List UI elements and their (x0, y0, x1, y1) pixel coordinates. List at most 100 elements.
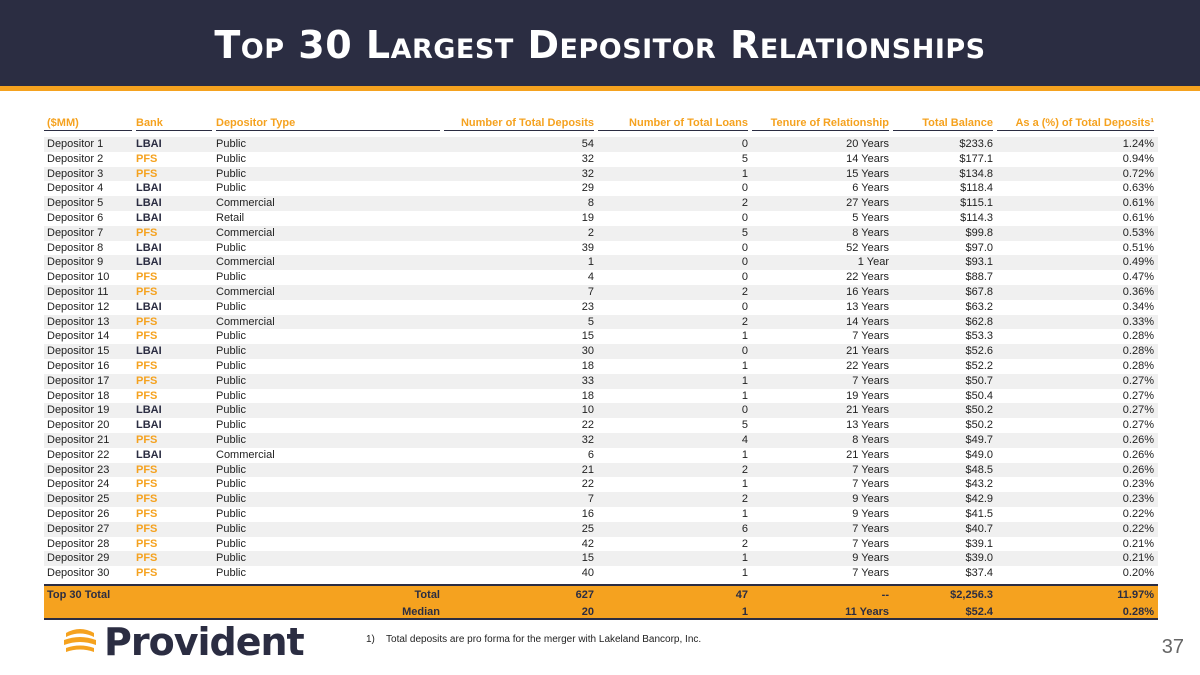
cell-tenure: 21 Years (846, 345, 889, 358)
cell-type: Commercial (216, 285, 275, 298)
col-header-deposits: Number of Total Deposits (444, 117, 594, 131)
cell-pct: 0.36% (1122, 285, 1154, 298)
cell-balance: $50.7 (965, 374, 993, 387)
cell-bank: LBAI (136, 419, 162, 432)
table-row: Depositor 1 LBAI Public 54 0 20 Years $233.6 1.… (44, 137, 1158, 152)
table-row: Depositor 9 LBAI Commercial 1 0 1 Year $93.1 0.… (44, 255, 1158, 271)
cell-loans: 1 (741, 567, 748, 580)
cell-loans: 2 (741, 315, 748, 328)
cell-deposits: 8 (587, 197, 594, 210)
cell-depositor: Depositor 23 (47, 463, 110, 476)
summary-median-row: Median 20 1 11 Years $52.4 0.28% (44, 604, 1158, 620)
cell-tenure: 8 Years (852, 226, 889, 239)
table-row: Depositor 29 PFS Public 15 1 9 Years $39.0 0.21… (44, 551, 1158, 567)
cell-loans: 1 (741, 374, 748, 387)
summary-total-row: Top 30 Total Total 627 47 -- $2,256.3 11… (44, 587, 1158, 603)
cell-bank: LBAI (136, 211, 162, 224)
cell-balance: $62.8 (965, 315, 993, 328)
cell-balance: $52.6 (965, 345, 993, 358)
cell-loans: 0 (741, 345, 748, 358)
cell-deposits: 33 (581, 374, 594, 387)
cell-balance: $39.0 (965, 552, 993, 565)
cell-bank: LBAI (136, 241, 162, 254)
cell-depositor: Depositor 1 (47, 138, 104, 150)
cell-loans: 2 (741, 537, 748, 550)
cell-deposits: 19 (581, 211, 594, 224)
cell-deposits: 42 (581, 537, 594, 550)
cell-depositor: Depositor 21 (47, 433, 110, 446)
cell-loans: 6 (741, 522, 748, 535)
cell-deposits: 29 (581, 182, 594, 195)
table-row: Depositor 6 LBAI Retail 19 0 5 Years $114.3 0.6… (44, 211, 1158, 226)
cell-balance: $63.2 (965, 300, 993, 313)
cell-tenure: 7 Years (852, 478, 889, 491)
cell-deposits: 15 (581, 552, 594, 565)
total-pct: 11.97% (1117, 589, 1154, 601)
table-row: Depositor 21 PFS Public 32 4 8 Years $49.7 0.26… (44, 432, 1158, 448)
cell-deposits: 16 (581, 507, 594, 520)
cell-tenure: 21 Years (846, 448, 889, 461)
cell-loans: 0 (741, 404, 748, 417)
table-row: Depositor 4 LBAI Public 29 0 6 Years $118.4 0.6… (44, 181, 1158, 196)
table-row: Depositor 20 LBAI Public 22 5 13 Years $50.2 0.… (44, 418, 1158, 433)
cell-tenure: 13 Years (846, 300, 889, 313)
cell-balance: $177.1 (959, 152, 993, 165)
cell-deposits: 25 (581, 522, 594, 535)
cell-bank: LBAI (136, 404, 162, 417)
page-title: Top 30 Largest Depositor Relationships (214, 23, 986, 67)
cell-bank: PFS (136, 285, 158, 298)
cell-deposits: 32 (581, 152, 594, 165)
cell-type: Public (216, 463, 246, 476)
cell-deposits: 22 (581, 478, 594, 491)
cell-depositor: Depositor 26 (47, 507, 110, 520)
cell-pct: 0.61% (1122, 211, 1154, 224)
cell-pct: 0.26% (1122, 463, 1154, 476)
cell-balance: $99.8 (965, 226, 993, 239)
col-header-bank: Bank (136, 117, 212, 131)
cell-balance: $233.6 (959, 138, 993, 150)
cell-type: Public (216, 567, 246, 580)
cell-depositor: Depositor 6 (47, 211, 104, 224)
cell-pct: 0.28% (1122, 345, 1154, 358)
cell-depositor: Depositor 19 (47, 404, 110, 417)
cell-depositor: Depositor 30 (47, 567, 110, 580)
cell-bank: PFS (136, 567, 158, 580)
cell-bank: LBAI (136, 448, 162, 461)
cell-pct: 0.28% (1122, 359, 1154, 372)
col-header-depositor-type: Depositor Type (216, 117, 440, 131)
cell-pct: 0.22% (1122, 522, 1154, 535)
cell-deposits: 32 (581, 167, 594, 180)
cell-depositor: Depositor 14 (47, 330, 110, 343)
cell-loans: 1 (741, 330, 748, 343)
cell-depositor: Depositor 2 (47, 152, 104, 165)
cell-tenure: 7 Years (852, 463, 889, 476)
cell-deposits: 22 (581, 419, 594, 432)
provident-logo: Provident (62, 620, 305, 664)
cell-tenure: 7 Years (852, 330, 889, 343)
cell-loans: 5 (741, 419, 748, 432)
table-row: Depositor 18 PFS Public 18 1 19 Years $50.4 0.2… (44, 389, 1158, 404)
cell-balance: $97.0 (965, 241, 993, 254)
cell-depositor: Depositor 8 (47, 241, 104, 254)
cell-pct: 0.34% (1122, 300, 1154, 313)
cell-tenure: 9 Years (852, 507, 889, 520)
cell-depositor: Depositor 22 (47, 448, 110, 461)
cell-tenure: 1 Year (857, 256, 889, 269)
cell-depositor: Depositor 24 (47, 478, 110, 491)
cell-bank: PFS (136, 493, 158, 506)
cell-tenure: 13 Years (846, 419, 889, 432)
cell-tenure: 7 Years (852, 522, 889, 535)
cell-deposits: 5 (587, 315, 594, 328)
cell-balance: $41.5 (965, 507, 993, 520)
cell-loans: 1 (741, 359, 748, 372)
table-row: Depositor 7 PFS Commercial 2 5 8 Years $99.8 0.… (44, 225, 1158, 241)
header-accent-stripe (0, 86, 1200, 91)
summary-label: Top 30 Total (47, 589, 111, 601)
cell-balance: $50.2 (965, 419, 993, 432)
col-header-loans: Number of Total Loans (598, 117, 748, 131)
cell-deposits: 1 (587, 256, 594, 269)
cell-balance: $114.3 (960, 211, 993, 224)
cell-loans: 2 (741, 285, 748, 298)
cell-deposits: 32 (581, 433, 594, 446)
cell-bank: PFS (136, 389, 158, 402)
